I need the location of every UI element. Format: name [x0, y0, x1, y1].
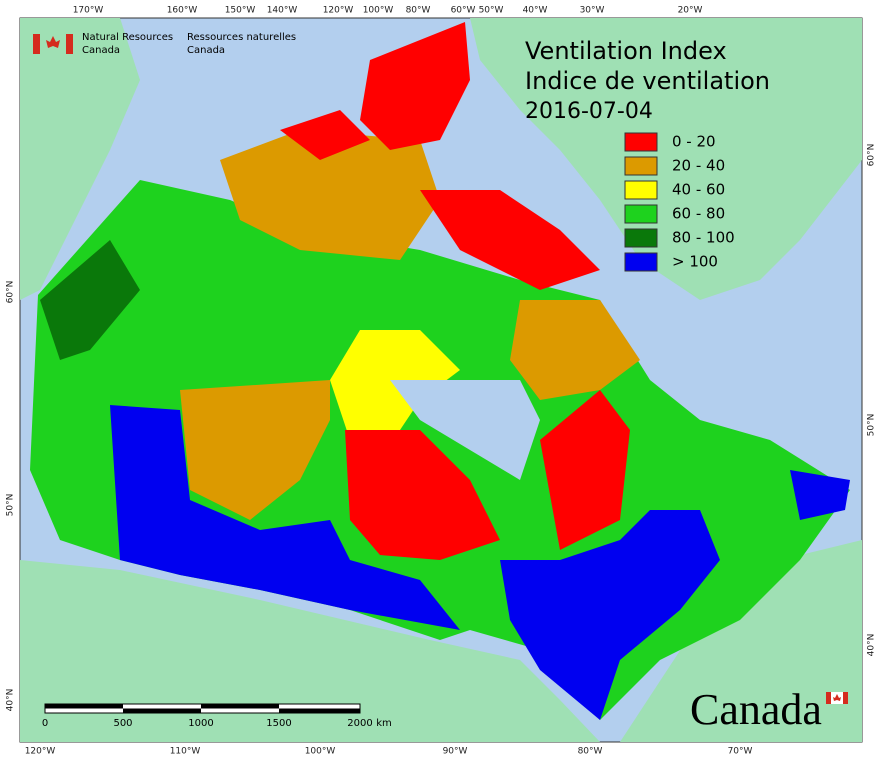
- hudson-bay: [390, 380, 540, 480]
- graticule-top: 60°W: [451, 6, 476, 16]
- legend-label: 80 - 100: [672, 229, 735, 247]
- agency-signature: Natural Resources Canada Ressources natu…: [33, 32, 296, 56]
- legend: 0 - 20 20 - 40 40 - 60 60 - 80 80 - 100 > 100: [624, 132, 735, 272]
- legend-swatch: [624, 156, 658, 176]
- wordmark-flag-bar: [843, 692, 848, 704]
- legend-label: 40 - 60: [672, 181, 725, 199]
- legend-label: 20 - 40: [672, 157, 725, 175]
- agency-fr: Ressources naturelles: [187, 32, 296, 43]
- scale-label: km: [376, 718, 392, 729]
- region-newfoundland: [790, 470, 850, 520]
- canada-wordmark: Canada: [690, 685, 848, 734]
- agency-en: Canada: [82, 45, 120, 56]
- region-0-20-ellesmere: [360, 22, 470, 150]
- graticule-top: 30°W: [580, 6, 605, 16]
- region-20-40-arctic: [220, 130, 440, 260]
- scale-bar-segment: [45, 704, 123, 709]
- graticule-right: 60°N: [867, 144, 877, 167]
- scale-bar-segment: [123, 708, 201, 713]
- region-20-40-ungava: [510, 300, 640, 400]
- map-frame: [19, 17, 863, 743]
- scale-bar-segment: [201, 704, 279, 709]
- graticule-bottom: 70°W: [728, 747, 753, 757]
- legend-label: > 100: [672, 253, 718, 271]
- alaska-land: [20, 18, 140, 300]
- scale-label: 0: [42, 718, 48, 729]
- legend-swatch: [624, 204, 658, 224]
- region-80-100: [40, 240, 140, 360]
- graticule-top: 40°W: [523, 6, 548, 16]
- region-0-20-islands: [280, 110, 370, 160]
- flag-bar: [66, 34, 73, 54]
- graticule-labels: 170°W 160°W 150°W 140°W 120°W 100°W 80°W 60°W 50…: [6, 6, 877, 757]
- scale-label: 2000: [347, 718, 372, 729]
- region-20-40: [180, 380, 330, 520]
- legend-swatch: [624, 252, 658, 272]
- maple-leaf: [46, 36, 60, 48]
- title-en: Ventilation Index: [525, 37, 727, 65]
- agency-en: Natural Resources: [82, 32, 173, 43]
- region-over-100: [110, 405, 460, 630]
- graticule-top: 50°W: [479, 6, 504, 16]
- legend-swatch: [624, 132, 658, 152]
- graticule-right: 50°N: [867, 414, 877, 437]
- legend-label: 60 - 80: [672, 205, 725, 223]
- flag-bar: [33, 34, 40, 54]
- legend-swatch: [624, 228, 658, 248]
- greenland-land: [470, 18, 862, 300]
- usa-northeast-land: [620, 540, 862, 742]
- scale-label: 1000: [188, 718, 213, 729]
- region-0-20-quebec: [540, 390, 630, 550]
- scale-bar-segment: [279, 708, 360, 713]
- region-0-20: [345, 430, 500, 560]
- wordmark-text: Canada: [690, 685, 822, 734]
- region-over-100-east: [500, 510, 720, 720]
- scale-label: 500: [113, 718, 132, 729]
- graticule-top: 160°W: [167, 6, 198, 16]
- wordmark-leaf: [833, 694, 841, 701]
- graticule-top: 100°W: [363, 6, 394, 16]
- region-0-20-baffin: [420, 190, 600, 290]
- graticule-bottom: 110°W: [170, 747, 201, 757]
- graticule-top: 120°W: [323, 6, 354, 16]
- graticule-top: 20°W: [678, 6, 703, 16]
- scale-bar: 0 500 1000 1500 2000 km: [42, 703, 392, 729]
- graticule-bottom: 90°W: [443, 747, 468, 757]
- scale-label: 1500: [266, 718, 291, 729]
- agency-fr: Canada: [187, 45, 225, 56]
- graticule-left: 50°N: [6, 494, 16, 517]
- graticule-top: 80°W: [406, 6, 431, 16]
- title-fr: Indice de ventilation: [525, 67, 770, 95]
- usa-land: [20, 560, 600, 742]
- legend-label: 0 - 20: [672, 133, 716, 151]
- graticule-top: 140°W: [267, 6, 298, 16]
- graticule-bottom: 100°W: [305, 747, 336, 757]
- graticule-bottom: 120°W: [25, 747, 56, 757]
- wordmark-flag-bar: [826, 692, 831, 704]
- graticule-right: 40°N: [867, 634, 877, 657]
- graticule-top: 170°W: [73, 6, 104, 16]
- graticule-left: 60°N: [6, 281, 16, 304]
- title-date: 2016-07-04: [525, 99, 653, 124]
- graticule-bottom: 80°W: [578, 747, 603, 757]
- legend-swatch: [624, 180, 658, 200]
- graticule-left: 40°N: [6, 689, 16, 712]
- graticule-top: 150°W: [225, 6, 256, 16]
